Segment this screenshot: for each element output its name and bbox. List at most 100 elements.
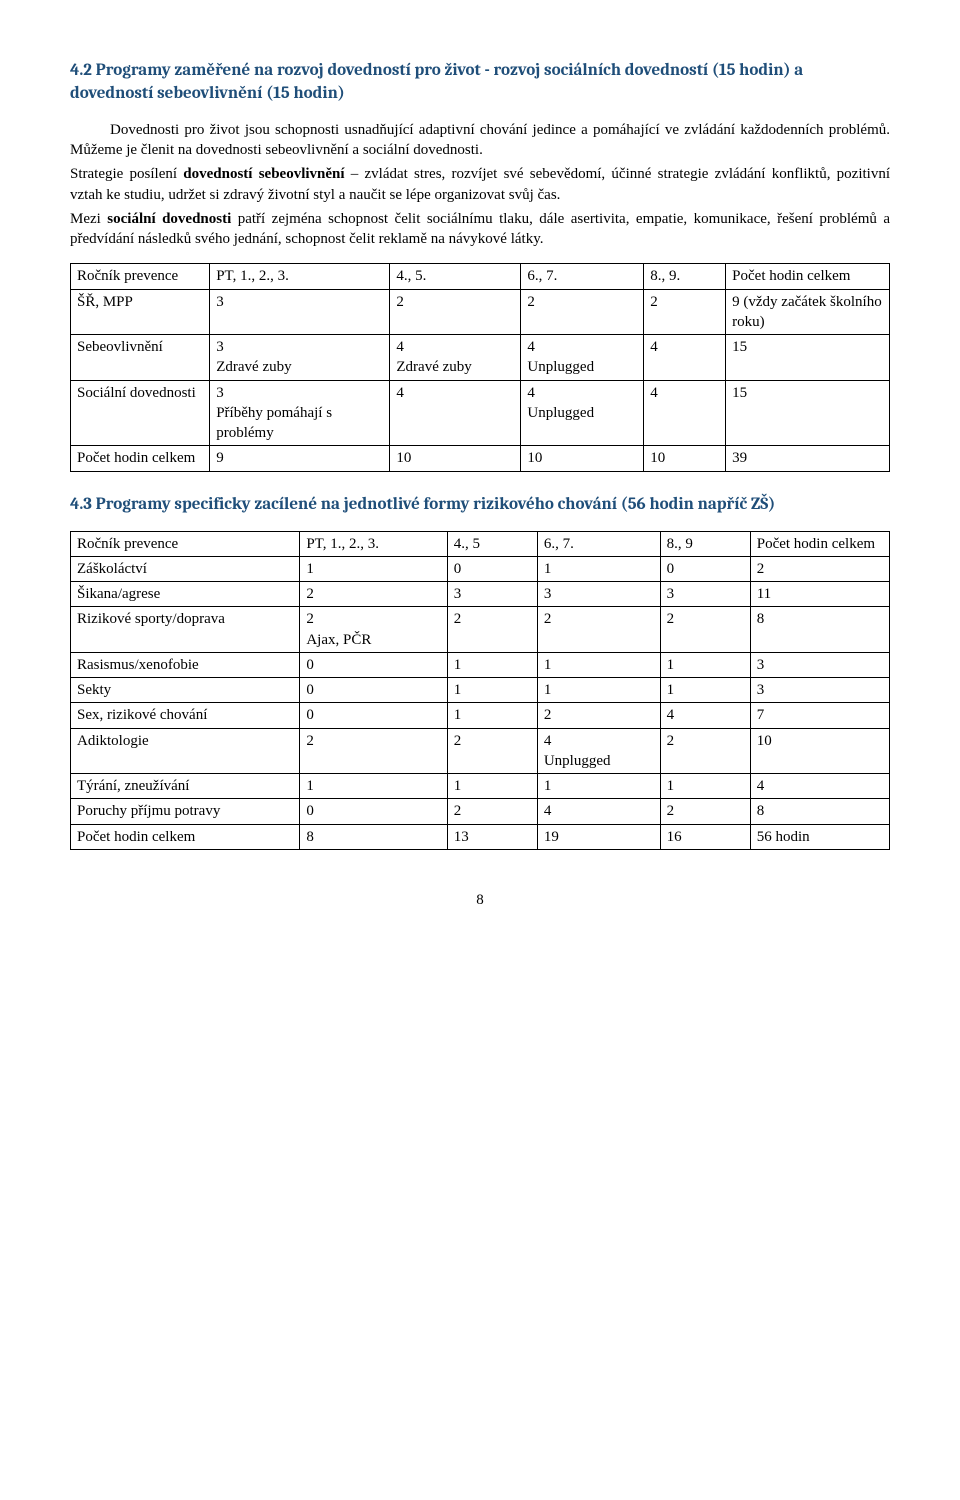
table-header-cell: Počet hodin celkem <box>750 531 889 556</box>
table-cell: 1 <box>537 556 660 581</box>
section-4-2-p3: Mezi sociální dovednosti patří zejména s… <box>70 209 890 250</box>
table-cell: 1 <box>447 703 537 728</box>
table-header-cell: Počet hodin celkem <box>726 264 890 289</box>
table-cell: 10 <box>521 446 644 471</box>
table-cell: 2 <box>644 289 726 335</box>
table-cell: 4 <box>537 799 660 824</box>
table-header-cell: 6., 7. <box>537 531 660 556</box>
table-cell: Sex, rizikové chování <box>71 703 300 728</box>
table-cell: Rizikové sporty/doprava <box>71 607 300 653</box>
table-cell: 2Ajax, PČR <box>300 607 447 653</box>
table-cell: 3 <box>447 582 537 607</box>
table-cell: 2 <box>300 728 447 774</box>
p2-text-a: Strategie posílení <box>70 166 183 182</box>
table-cell: 2 <box>660 799 750 824</box>
table-cell: 15 <box>726 335 890 381</box>
table-cell: 7 <box>750 703 889 728</box>
table-cell: 4 <box>644 335 726 381</box>
table-header-cell: 6., 7. <box>521 264 644 289</box>
table-header-cell: 4., 5. <box>390 264 521 289</box>
section-4-2-heading: 4.2 Programy zaměřené na rozvoj dovednos… <box>70 60 890 106</box>
table-cell: 0 <box>300 652 447 677</box>
table-row: Sociální dovednosti3Příběhy pomáhají s p… <box>71 380 890 446</box>
table-cell: 2 <box>537 607 660 653</box>
table-row: Poruchy příjmu potravy02428 <box>71 799 890 824</box>
table-cell: 1 <box>447 678 537 703</box>
table-cell: 56 hodin <box>750 824 889 849</box>
table-header-cell: 8., 9. <box>644 264 726 289</box>
table-cell: Šikana/agrese <box>71 582 300 607</box>
table-row: Rizikové sporty/doprava2Ajax, PČR2228 <box>71 607 890 653</box>
table-cell: 11 <box>750 582 889 607</box>
table-cell: 2 <box>447 607 537 653</box>
table-cell: 3 <box>750 652 889 677</box>
table-cell: Sociální dovednosti <box>71 380 210 446</box>
table-row: Šikana/agrese233311 <box>71 582 890 607</box>
table-cell: 2 <box>750 556 889 581</box>
table-cell: 9 (vždy začátek školního roku) <box>726 289 890 335</box>
table-cell: 13 <box>447 824 537 849</box>
table-cell: 10 <box>390 446 521 471</box>
page-number: 8 <box>70 890 890 910</box>
table-cell: 4 <box>644 380 726 446</box>
table-cell: 4Unplugged <box>521 335 644 381</box>
table-row: Záškoláctví10102 <box>71 556 890 581</box>
table-cell: Sekty <box>71 678 300 703</box>
table-2: Ročník prevencePT, 1., 2., 3.4., 56., 7.… <box>70 531 890 850</box>
section-4-2-p2: Strategie posílení dovedností sebeovlivn… <box>70 164 890 205</box>
p2-bold: dovedností sebeovlivnění <box>183 166 344 182</box>
p3-bold: sociální dovednosti <box>107 211 231 227</box>
table-cell: 15 <box>726 380 890 446</box>
table-cell: 2 <box>300 582 447 607</box>
table-cell: Sebeovlivnění <box>71 335 210 381</box>
table-cell: 3 <box>210 289 390 335</box>
table-header-cell: 8., 9 <box>660 531 750 556</box>
table-cell: 1 <box>660 774 750 799</box>
table-cell: Týrání, zneužívání <box>71 774 300 799</box>
table-cell: 1 <box>660 678 750 703</box>
table-cell: 2 <box>390 289 521 335</box>
table-cell: 1 <box>537 774 660 799</box>
table-cell: 0 <box>300 703 447 728</box>
table-cell: 4Unplugged <box>537 728 660 774</box>
section-4-3-heading: 4.3 Programy specificky zacílené na jedn… <box>70 494 890 517</box>
table-cell: 3Příběhy pomáhají s problémy <box>210 380 390 446</box>
table-cell: 1 <box>537 678 660 703</box>
table-cell: 3 <box>750 678 889 703</box>
table-cell: Adiktologie <box>71 728 300 774</box>
table-cell: 0 <box>300 678 447 703</box>
p3-text-a: Mezi <box>70 211 107 227</box>
table-cell: 16 <box>660 824 750 849</box>
table-header-cell: PT, 1., 2., 3. <box>300 531 447 556</box>
table-cell: 3 <box>660 582 750 607</box>
table-cell: Poruchy příjmu potravy <box>71 799 300 824</box>
table-cell: 8 <box>750 607 889 653</box>
table-cell: 19 <box>537 824 660 849</box>
table-header-cell: Ročník prevence <box>71 531 300 556</box>
table-cell: 2 <box>447 728 537 774</box>
table-cell: 1 <box>447 652 537 677</box>
table-cell: Počet hodin celkem <box>71 824 300 849</box>
table-cell: 2 <box>537 703 660 728</box>
table-cell: 4 <box>390 380 521 446</box>
table-cell: 2 <box>660 728 750 774</box>
table-row: ŠŘ, MPP32229 (vždy začátek školního roku… <box>71 289 890 335</box>
table-header-cell: PT, 1., 2., 3. <box>210 264 390 289</box>
table-cell: 1 <box>300 556 447 581</box>
table-row: Adiktologie224Unplugged210 <box>71 728 890 774</box>
table-row: Sebeovlivnění3Zdravé zuby4Zdravé zuby4Un… <box>71 335 890 381</box>
table-row: Počet hodin celkem813191656 hodin <box>71 824 890 849</box>
table-header-cell: 4., 5 <box>447 531 537 556</box>
table-cell: 0 <box>300 799 447 824</box>
table-cell: 4 <box>660 703 750 728</box>
table-cell: 8 <box>750 799 889 824</box>
table-cell: 10 <box>750 728 889 774</box>
table-cell: 3Zdravé zuby <box>210 335 390 381</box>
table-cell: 2 <box>521 289 644 335</box>
table-cell: Počet hodin celkem <box>71 446 210 471</box>
table-cell: 1 <box>537 652 660 677</box>
table-cell: Záškoláctví <box>71 556 300 581</box>
table-cell: 1 <box>447 774 537 799</box>
table-row: Sex, rizikové chování01247 <box>71 703 890 728</box>
table-cell: 0 <box>447 556 537 581</box>
